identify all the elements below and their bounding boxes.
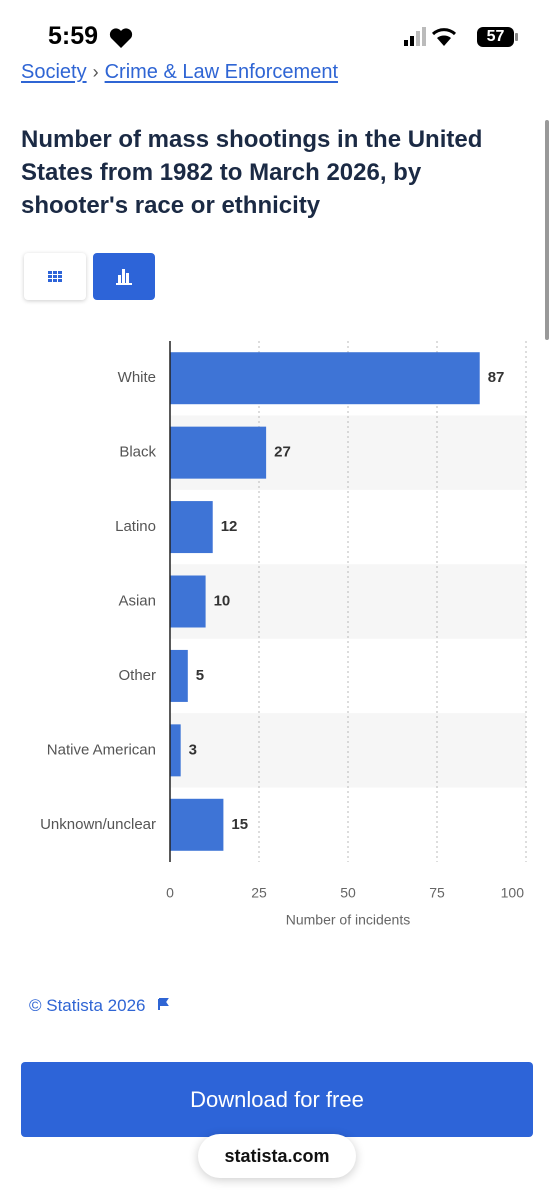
bar — [170, 649, 188, 702]
value-label: 10 — [214, 592, 231, 609]
y-tick-label: Unknown/unclear — [40, 816, 156, 833]
scrollbar — [545, 120, 549, 340]
value-label: 12 — [221, 518, 238, 535]
y-tick-label: Latino — [115, 518, 156, 535]
value-label: 87 — [488, 369, 505, 386]
y-tick-label: Black — [119, 444, 156, 461]
value-label: 27 — [274, 444, 291, 461]
site-label: statista.com — [224, 1145, 330, 1166]
bar — [170, 724, 181, 777]
value-label: 5 — [196, 667, 204, 684]
y-tick-label: Asian — [118, 592, 156, 609]
status-time: 5:59 — [48, 22, 99, 50]
chart: 0 25 50 75 100 White 87 Black 27 Latino 12 Asian 10 O… — [40, 341, 527, 928]
source-text: © Statista 2026 — [29, 996, 146, 1015]
x-axis-label: Number of incidents — [286, 912, 411, 928]
breadcrumb-separator: › — [92, 62, 99, 82]
x-tick-label: 100 — [501, 885, 525, 901]
y-tick-label: Other — [118, 667, 156, 684]
y-tick-label: Native American — [47, 741, 156, 758]
y-tick-label: White — [118, 369, 156, 386]
chart-view-button[interactable] — [93, 253, 155, 300]
grid-icon — [48, 271, 62, 282]
value-label: 15 — [231, 816, 248, 833]
breadcrumb-link[interactable]: Society — [21, 61, 87, 83]
download-button[interactable]: Download for free — [21, 1062, 533, 1137]
table-view-button[interactable] — [24, 253, 86, 300]
bar — [170, 501, 213, 554]
source-credit[interactable]: © Statista 2026 — [29, 996, 170, 1016]
bar — [170, 426, 267, 479]
breadcrumb: Society › Crime & Law Enforcement — [21, 61, 338, 84]
bar — [170, 352, 480, 405]
x-tick-label: 75 — [429, 885, 445, 901]
row-band — [170, 713, 526, 788]
x-tick-label: 50 — [340, 885, 356, 901]
bar — [170, 575, 206, 628]
bar — [170, 798, 224, 851]
value-label: 3 — [189, 741, 197, 758]
chart-icon — [116, 269, 132, 285]
flag-icon — [158, 998, 170, 1010]
download-label: Download for free — [190, 1086, 364, 1112]
status-icons — [404, 27, 518, 47]
battery-level: 57 — [486, 28, 505, 45]
x-tick-label: 25 — [251, 885, 267, 901]
breadcrumb-link[interactable]: Crime & Law Enforcement — [104, 61, 339, 83]
heart-icon — [109, 28, 133, 48]
x-tick-label: 0 — [166, 885, 174, 901]
site-url[interactable]: statista.com — [198, 1134, 356, 1178]
chart-title: Number of mass shootings in the United S… — [21, 126, 483, 219]
